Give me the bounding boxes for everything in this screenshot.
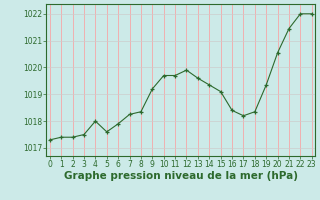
X-axis label: Graphe pression niveau de la mer (hPa): Graphe pression niveau de la mer (hPa) [64, 171, 298, 181]
